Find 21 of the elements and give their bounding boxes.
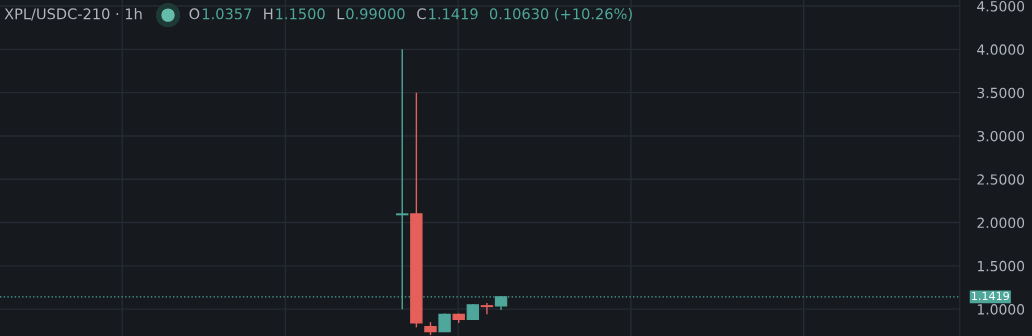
annotation: C [417, 8, 426, 20]
annotation: L [337, 8, 345, 20]
annotation: 1.1419 [429, 8, 478, 20]
y-tick-label: 3.0000 [977, 130, 1025, 142]
y-tick-label: 1.5000 [977, 260, 1025, 272]
y-tick-label: 4.0000 [977, 44, 1025, 55]
candlestick [480, 302, 494, 316]
y-tick-label: 4.5000 [977, 1, 1025, 12]
candlestick [438, 312, 451, 333]
annotation: 1.1500 [276, 8, 325, 20]
annotation: H [264, 8, 273, 20]
y-tick-label: 2.0000 [977, 217, 1025, 229]
y-tick-label: 3.5000 [977, 87, 1025, 99]
ref-line-label: 1.1419 [972, 291, 1009, 301]
annotation: 0.10630 (+10.26%) [489, 8, 632, 22]
annotation: 0.99000 [346, 8, 405, 20]
annotation: O [189, 8, 200, 20]
y-tick-label: 2.5000 [977, 174, 1025, 185]
y-tick-label: 1.0000 [977, 304, 1025, 315]
annotation: 1.0357 [202, 8, 252, 20]
chart-title: XPL/USDC-210 · 1h [4, 8, 142, 21]
